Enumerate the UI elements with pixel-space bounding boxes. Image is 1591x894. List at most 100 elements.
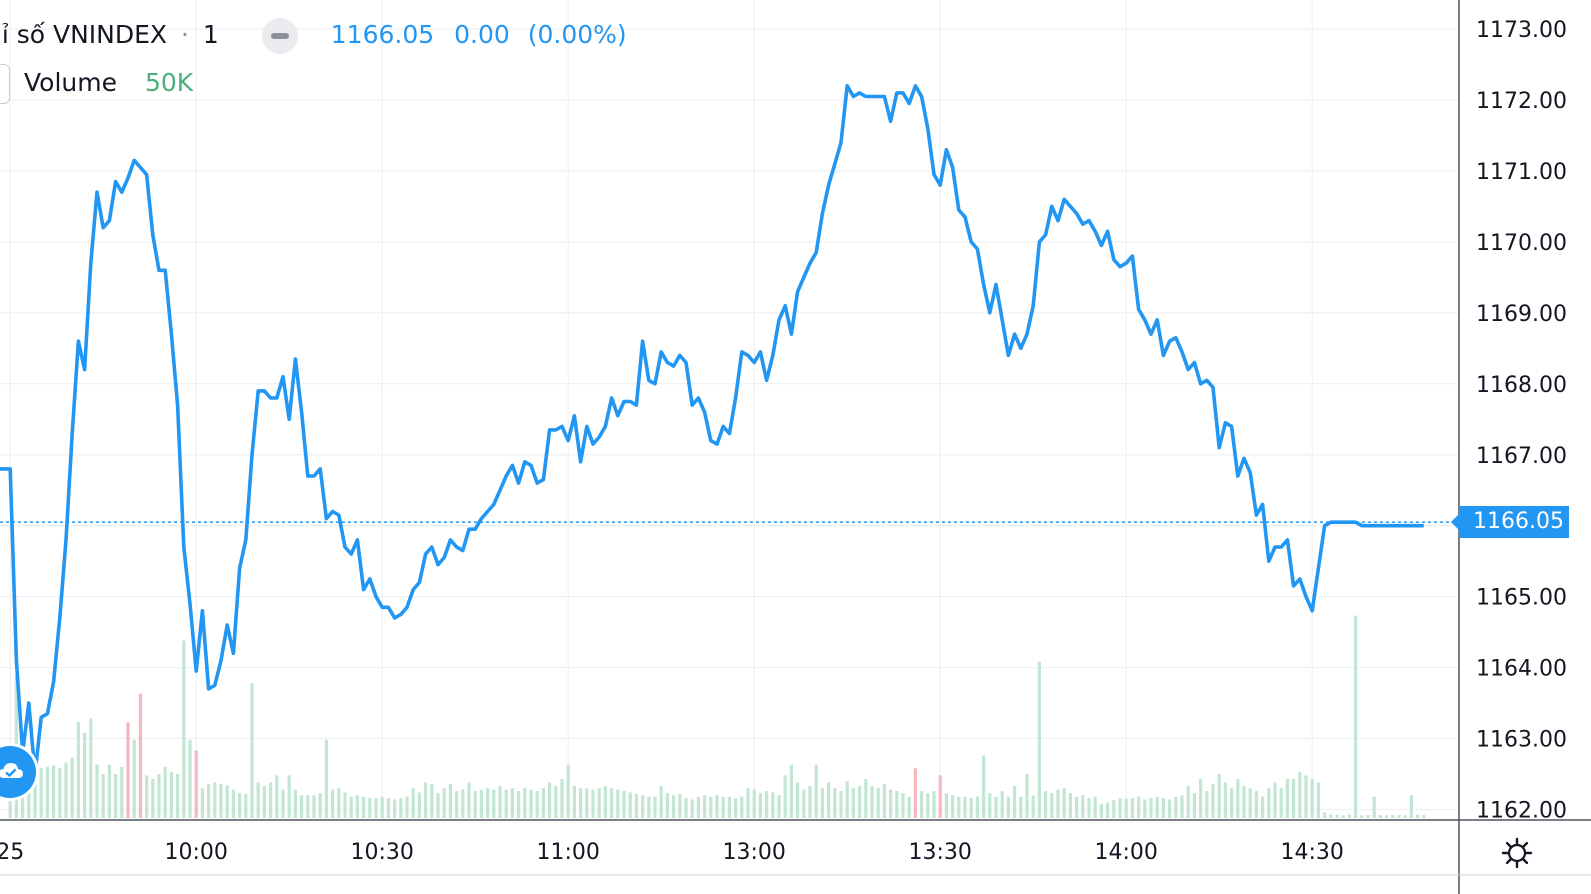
cloud-check-icon [0, 763, 23, 778]
volume-bar [1186, 786, 1190, 818]
x-tick-label: 13:00 [722, 840, 785, 865]
volume-bar [405, 796, 409, 818]
volume-bar [1056, 789, 1060, 818]
volume-bar [560, 778, 564, 818]
volume-bar [331, 789, 335, 818]
volume-bar [256, 782, 260, 818]
volume-bar [796, 782, 800, 818]
volume-collapse-button[interactable] [0, 64, 10, 104]
volume-bar [1273, 782, 1277, 818]
volume-bar [523, 788, 527, 818]
volume-bar [114, 773, 118, 818]
y-tick-label: 1173.00 [1476, 18, 1567, 43]
volume-bar [535, 791, 539, 818]
volume-bar [393, 799, 397, 818]
volume-bar [529, 789, 533, 818]
volume-bar [647, 796, 651, 818]
volume-bar [343, 792, 347, 818]
volume-bar [355, 795, 359, 818]
hide-series-button[interactable] [262, 18, 298, 54]
volume-bar [659, 786, 663, 818]
volume-bar [1329, 814, 1333, 818]
volume-bar [145, 775, 149, 818]
interval-label[interactable]: 1 [202, 20, 219, 49]
volume-bar [1180, 795, 1184, 818]
volume-bar [318, 793, 322, 818]
volume-bar [1254, 791, 1258, 818]
volume-bar [1019, 796, 1023, 818]
volume-bar [424, 782, 428, 818]
volume-bar [287, 775, 291, 818]
volume-bar [200, 788, 204, 818]
volume-bar [1310, 778, 1314, 818]
last-price-tag: 1166.05 [1451, 506, 1569, 539]
volume-bar [1304, 775, 1308, 818]
volume-bar [1161, 798, 1165, 818]
volume-bar [1068, 793, 1072, 818]
volume-bar [703, 795, 707, 818]
volume-bar [380, 796, 384, 818]
volume-bar [101, 773, 105, 818]
volume-bar [665, 793, 669, 818]
volume-bar [244, 793, 248, 818]
volume-bar [262, 786, 266, 818]
volume-bar [374, 798, 378, 818]
volume-bar [417, 792, 421, 818]
volume-bar [1118, 798, 1122, 818]
volume-bar [430, 783, 434, 818]
volume-bar [963, 796, 967, 818]
volume-bar [845, 781, 849, 818]
volume-bar [349, 796, 353, 818]
last-value: 1166.05 [330, 20, 435, 49]
volume-bar [690, 799, 694, 818]
symbol-title[interactable]: hỉ số VNINDEX [0, 20, 168, 49]
volume-bar [870, 786, 874, 818]
volume-bar [820, 788, 824, 818]
volume-bar [1130, 798, 1134, 818]
volume-bar [442, 788, 446, 818]
volume-bar [1416, 814, 1420, 818]
volume-bar [727, 796, 731, 818]
volume-bar [696, 796, 700, 818]
volume-bar [27, 768, 31, 818]
volume-bar [1050, 793, 1054, 818]
x-tick-label: 13:30 [908, 840, 971, 865]
volume-bar [616, 789, 620, 818]
volume-bar [188, 739, 192, 818]
volume-bar [219, 783, 223, 818]
volume-bar [337, 788, 341, 818]
volume-bar [827, 782, 831, 818]
volume-bar [76, 722, 80, 818]
volume-bar [746, 788, 750, 818]
volume-bar [1093, 796, 1097, 818]
y-tick-label: 1164.00 [1476, 657, 1567, 682]
y-tick-label: 1163.00 [1476, 728, 1567, 753]
volume-bar [1205, 791, 1209, 818]
y-tick-label: 1165.00 [1476, 586, 1567, 611]
volume-bar [789, 764, 793, 818]
volume-bar [213, 782, 217, 818]
volume-bar [498, 786, 502, 818]
volume-bar [1341, 815, 1345, 818]
volume-bar [362, 796, 366, 818]
volume-bar [510, 788, 514, 818]
volume-bar [1143, 799, 1147, 818]
volume-bar [740, 796, 744, 818]
volume-bar [603, 786, 607, 818]
volume-bar [1391, 815, 1395, 818]
volume-bar [839, 791, 843, 818]
volume-bar [951, 795, 955, 818]
change-percent: (0.00%) [527, 20, 627, 49]
volume-label[interactable]: Volume [24, 68, 117, 97]
volume-bar [207, 783, 211, 818]
volume-bar [1044, 791, 1048, 818]
volume-bar [969, 798, 973, 818]
volume-bar [107, 764, 111, 818]
volume-bar [182, 640, 186, 818]
volume-bar [39, 768, 43, 818]
y-tick-label: 1171.00 [1476, 160, 1567, 185]
volume-bar [306, 795, 310, 818]
y-tick-label: 1167.00 [1476, 444, 1567, 469]
gear-icon[interactable] [1500, 836, 1534, 870]
